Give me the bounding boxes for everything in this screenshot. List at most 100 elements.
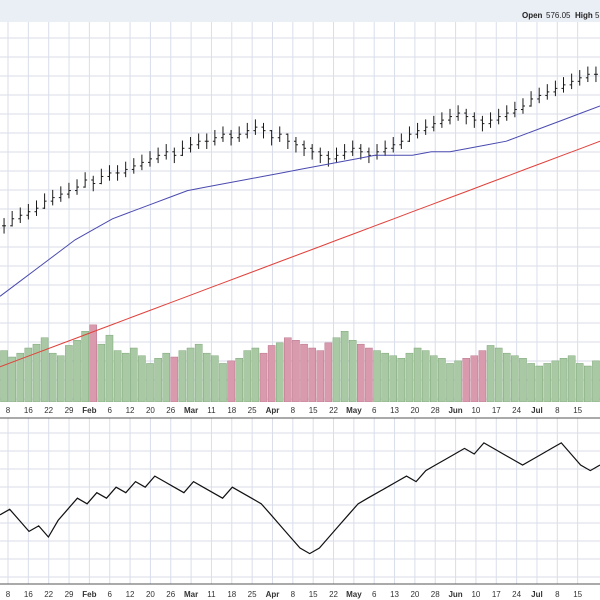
volume-bar — [340, 331, 349, 403]
x-tick-label: 8 — [291, 590, 296, 599]
volume-bar — [567, 355, 576, 403]
volume-bar — [535, 365, 543, 403]
grid-layer — [0, 22, 600, 584]
volume-bar — [227, 360, 235, 403]
volume-bar — [65, 345, 73, 403]
volume-bar — [267, 345, 276, 403]
volume-bar — [316, 350, 325, 403]
x-tick-label: Apr — [266, 406, 280, 415]
volume-bar — [203, 352, 211, 403]
x-tick-label: Jul — [531, 590, 543, 599]
x-tick-label: 24 — [512, 406, 521, 415]
moving-average-blue-line — [0, 105, 600, 297]
x-tick-label: 8 — [555, 406, 560, 415]
volume-bar — [121, 352, 130, 403]
volume-bar — [462, 358, 470, 403]
x-tick-label: 17 — [492, 406, 501, 415]
lower-indicator-line — [0, 442, 600, 555]
x-tick-label: 25 — [248, 406, 257, 415]
x-tick-label: May — [346, 590, 362, 599]
volume-bar — [559, 358, 568, 403]
x-tick-label: 22 — [329, 406, 338, 415]
high-value: 5 — [595, 11, 600, 20]
x-tick-label: 17 — [492, 590, 501, 599]
volume-bar — [405, 352, 414, 403]
volume-bar — [397, 358, 406, 403]
volume-bar — [235, 358, 243, 403]
x-tick-label: 22 — [44, 406, 53, 415]
x-tick-label: 15 — [573, 590, 582, 599]
volume-bar — [421, 350, 430, 403]
volume-bar — [365, 347, 373, 403]
volume-bar — [503, 352, 511, 403]
volume-bar — [292, 340, 300, 403]
volume-bar — [446, 363, 454, 403]
volume-bar — [219, 363, 227, 403]
volume-bar — [486, 345, 495, 403]
x-tick-label: 28 — [431, 590, 440, 599]
x-tick-label: 12 — [126, 406, 135, 415]
moving-average-red-line — [0, 140, 600, 368]
volume-bar — [162, 352, 170, 403]
volume-bar — [551, 360, 560, 403]
open-label: Open — [522, 11, 543, 20]
x-tick-label: 13 — [390, 590, 399, 599]
x-tick-label: Jul — [531, 406, 543, 415]
x-tick-label: 6 — [107, 406, 112, 415]
x-tick-label: 22 — [329, 590, 338, 599]
volume-bar — [592, 360, 600, 403]
volume-bar — [324, 342, 333, 403]
mid-axis-ticks: 8 16 22 29 Feb 6 12 20 26 Mar 11 18 25 Apr 8 15 22 May 6 13… — [6, 406, 583, 415]
x-tick-label: Mar — [184, 590, 198, 599]
x-tick-label: 15 — [573, 406, 582, 415]
volume-bar — [170, 356, 179, 403]
volume-bar — [48, 352, 57, 403]
x-tick-label: 13 — [390, 406, 399, 415]
x-tick-label: 6 — [372, 590, 377, 599]
x-tick-label: 8 — [555, 590, 560, 599]
volume-bar — [251, 347, 260, 403]
volume-bars — [0, 324, 600, 403]
x-tick-label: 20 — [410, 590, 419, 599]
x-tick-label: Jun — [448, 590, 462, 599]
x-tick-label: 10 — [471, 590, 480, 599]
x-tick-label: 11 — [207, 590, 216, 599]
volume-bar — [243, 350, 252, 403]
volume-bar — [89, 324, 97, 403]
volume-bar — [348, 340, 357, 403]
volume-bar — [413, 347, 422, 403]
volume-bar — [284, 337, 292, 403]
volume-bar — [543, 363, 552, 403]
volume-bar — [454, 360, 462, 403]
x-tick-label: 10 — [471, 406, 480, 415]
x-tick-label: 18 — [227, 590, 236, 599]
volume-bar — [373, 350, 381, 403]
volume-bar — [154, 358, 162, 403]
x-tick-label: 15 — [309, 590, 318, 599]
volume-bar — [40, 337, 49, 403]
volume-bar — [494, 347, 503, 403]
open-value: 576.05 — [546, 11, 571, 20]
x-tick-label: 29 — [65, 590, 74, 599]
volume-bar — [381, 352, 389, 403]
high-label: High — [575, 11, 593, 20]
volume-bar — [8, 356, 16, 403]
x-tick-label: 11 — [207, 406, 216, 415]
volume-bar — [0, 350, 8, 403]
x-tick-label: 8 — [6, 406, 11, 415]
x-tick-label: 25 — [248, 590, 257, 599]
volume-bar — [186, 347, 195, 403]
x-tick-label: 29 — [65, 406, 74, 415]
x-tick-label: 8 — [291, 406, 296, 415]
volume-bar — [300, 343, 308, 403]
x-tick-label: Mar — [184, 406, 198, 415]
header-bar — [0, 0, 600, 22]
x-tick-label: 26 — [166, 406, 175, 415]
x-tick-label: Feb — [82, 590, 96, 599]
x-tick-label: Jun — [448, 406, 462, 415]
volume-bar — [113, 350, 122, 403]
volume-bar — [57, 355, 65, 403]
volume-bar — [146, 363, 154, 403]
bottom-axis-ticks: 8 16 22 29 Feb 6 12 20 26 Mar 11 18 25 Apr 8 15 22 May 6 13… — [6, 590, 583, 599]
